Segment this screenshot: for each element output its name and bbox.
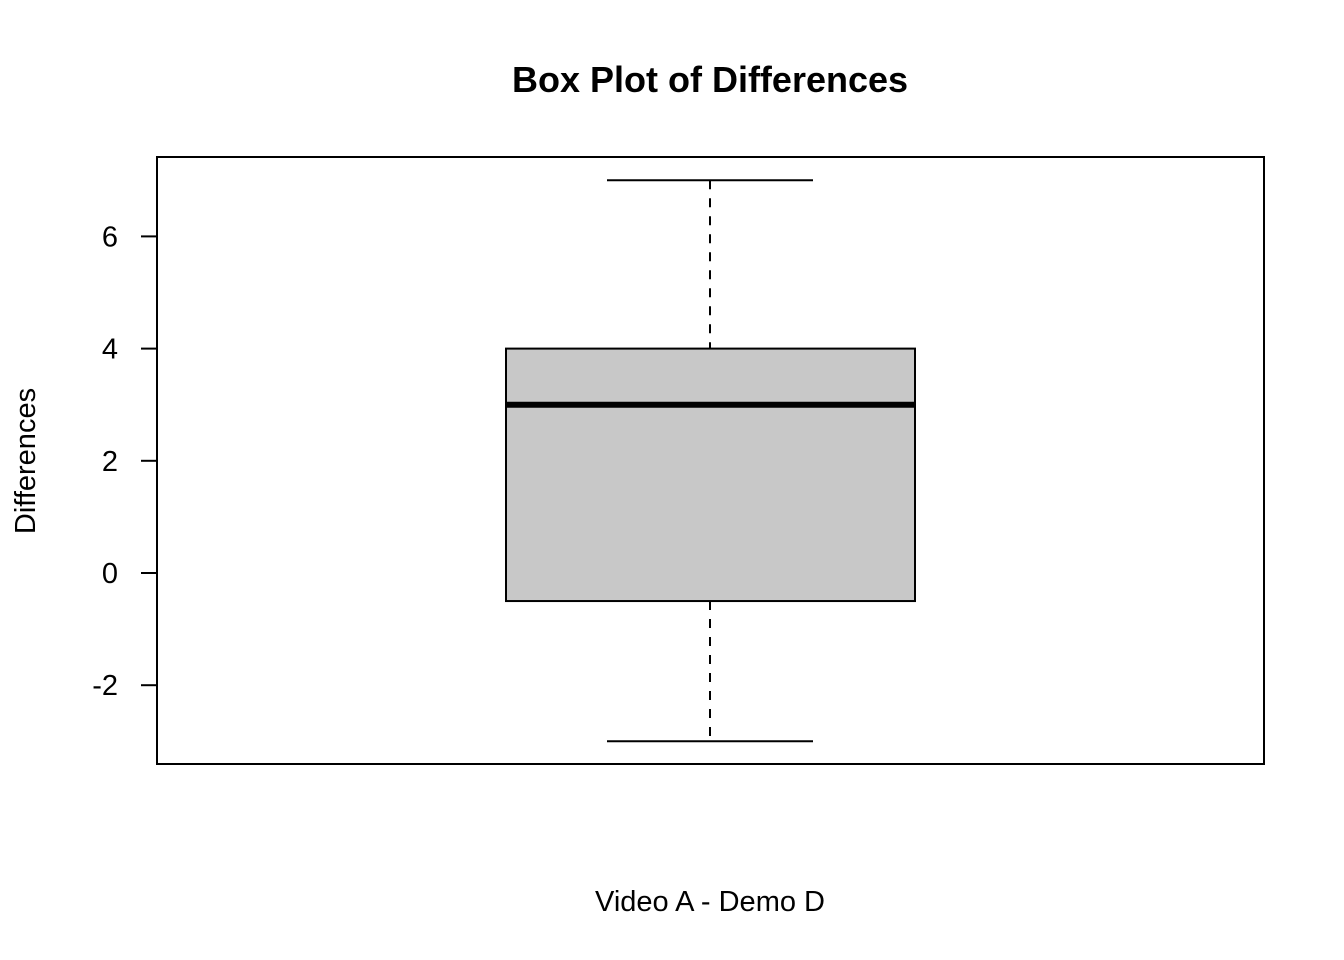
y-axis: -2 0 2 4 6 [92, 221, 157, 702]
y-tick-label: 6 [102, 221, 118, 253]
iqr-box [505, 347, 916, 603]
y-tick-label: 0 [102, 558, 118, 590]
chart-title: Box Plot of Differences [512, 59, 908, 100]
y-axis-label: Differences [10, 388, 42, 534]
box-layer [505, 179, 916, 743]
y-tick-label: 2 [102, 446, 118, 478]
x-axis-label: Video A - Demo D [595, 886, 825, 918]
y-tick-label: 4 [102, 334, 118, 366]
y-tick-label: -2 [92, 670, 118, 702]
